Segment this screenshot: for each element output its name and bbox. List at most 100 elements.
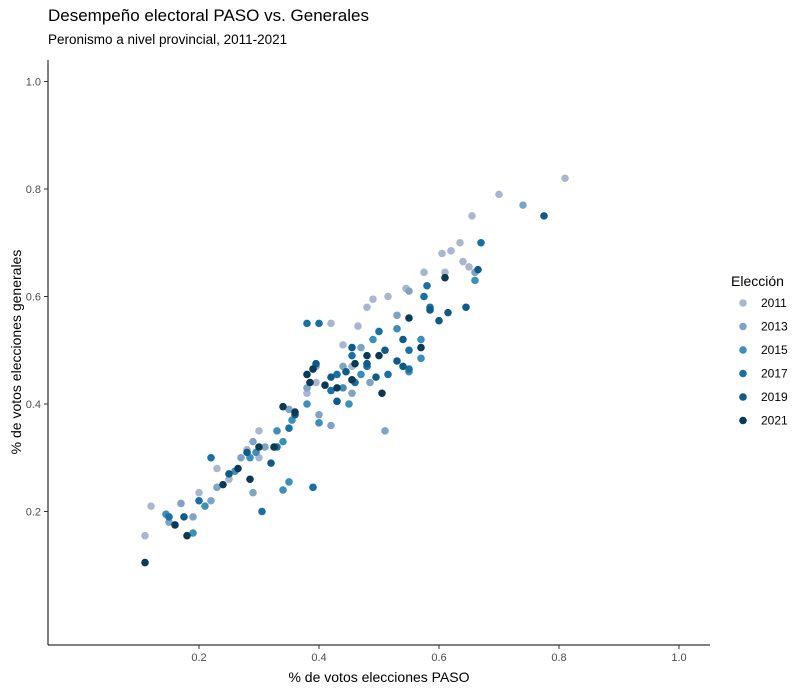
x-axis-label: % de votos elecciones PASO — [288, 669, 469, 685]
point-2017 — [375, 327, 383, 336]
point-2019 — [327, 373, 335, 381]
point-2013 — [249, 437, 257, 446]
point-2011 — [354, 322, 362, 330]
point-2019 — [225, 470, 233, 478]
point-2011 — [441, 268, 449, 277]
point-2017 — [333, 370, 341, 379]
point-2019 — [435, 316, 443, 325]
point-2017 — [405, 346, 413, 355]
point-2021 — [246, 475, 254, 484]
point-2015 — [273, 427, 281, 435]
point-2013 — [366, 378, 374, 387]
point-2013 — [348, 389, 356, 398]
legend-key-2013 — [739, 322, 747, 331]
x-tick-label: 0.8 — [551, 652, 566, 664]
legend-label: 2019 — [761, 390, 788, 404]
point-2021 — [279, 402, 287, 411]
legend-label: 2011 — [761, 296, 787, 310]
point-2019 — [462, 303, 470, 312]
point-2011 — [447, 247, 455, 255]
point-2021 — [363, 351, 371, 360]
point-2015 — [417, 335, 425, 344]
legend-key-2019 — [739, 393, 747, 401]
point-2019 — [363, 359, 371, 368]
point-2013 — [315, 410, 323, 419]
legend-label: 2013 — [761, 320, 788, 334]
point-2019 — [393, 357, 401, 365]
point-2013 — [249, 488, 257, 497]
point-2011 — [363, 303, 371, 312]
y-tick-label: 0.8 — [26, 184, 41, 196]
point-2011 — [213, 464, 221, 473]
point-2011 — [312, 378, 320, 387]
point-2017 — [477, 238, 485, 247]
point-2021 — [375, 351, 383, 360]
point-2011 — [456, 238, 464, 247]
point-2013 — [165, 518, 173, 527]
point-2019 — [243, 448, 251, 457]
point-2021 — [270, 443, 278, 451]
point-2013 — [189, 513, 197, 521]
legend-label: 2017 — [761, 367, 788, 381]
point-2011 — [438, 249, 446, 258]
point-2015 — [201, 502, 209, 510]
point-2017 — [348, 351, 356, 360]
x-tick-label: 0.4 — [311, 652, 326, 664]
point-2017 — [327, 386, 335, 395]
y-tick-label: 1.0 — [26, 77, 41, 89]
point-2017 — [405, 365, 413, 373]
point-2017 — [384, 370, 392, 379]
point-2021 — [351, 359, 359, 368]
point-2013 — [237, 453, 245, 462]
point-2021 — [303, 370, 311, 379]
point-2021 — [405, 314, 413, 322]
point-2017 — [315, 319, 323, 328]
point-2011 — [225, 475, 233, 484]
point-2013 — [519, 201, 527, 209]
point-2011 — [195, 488, 203, 497]
x-tick-label: 0.6 — [431, 652, 446, 664]
point-2015 — [369, 335, 377, 344]
point-2017 — [309, 483, 317, 492]
point-2017 — [303, 319, 311, 328]
point-2019 — [267, 459, 275, 467]
point-2011 — [468, 212, 476, 220]
point-2013 — [207, 496, 215, 505]
point-2021 — [417, 343, 425, 352]
point-2019 — [540, 212, 548, 220]
point-2013 — [327, 421, 335, 430]
point-2013 — [285, 405, 293, 414]
point-2021 — [291, 408, 299, 416]
point-2021 — [309, 365, 317, 373]
point-2017 — [165, 513, 173, 521]
point-2015 — [315, 419, 323, 427]
point-2019 — [342, 367, 350, 376]
point-2013 — [261, 443, 269, 451]
point-2011 — [147, 502, 155, 510]
point-2019 — [399, 335, 407, 344]
point-2021 — [183, 531, 191, 540]
point-2013 — [357, 343, 365, 352]
point-2011 — [327, 319, 335, 328]
point-2017 — [285, 424, 293, 432]
point-2021 — [141, 558, 149, 567]
point-2017 — [420, 292, 428, 301]
legend-key-2015 — [739, 346, 747, 354]
point-2013 — [405, 287, 413, 295]
point-2015 — [357, 370, 365, 379]
y-tick-label: 0.4 — [26, 399, 41, 411]
y-axis-label: % de votos elecciones generales — [8, 250, 24, 455]
legend-key-2021 — [739, 416, 747, 425]
point-2011 — [459, 257, 467, 266]
point-2019 — [399, 362, 407, 371]
chart-title: Desempeño electoral PASO vs. Generales — [48, 6, 369, 25]
point-2021 — [378, 389, 386, 398]
point-2021 — [219, 480, 227, 489]
point-2019 — [180, 513, 188, 521]
point-2019 — [372, 373, 380, 381]
point-2011 — [339, 341, 347, 349]
point-2021 — [348, 376, 356, 384]
point-2013 — [381, 427, 389, 435]
point-2019 — [333, 397, 341, 406]
point-2011 — [141, 531, 149, 540]
